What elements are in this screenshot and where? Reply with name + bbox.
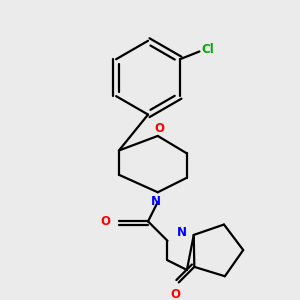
Text: N: N xyxy=(177,226,187,239)
Text: O: O xyxy=(155,122,165,135)
Text: N: N xyxy=(151,196,161,208)
Text: O: O xyxy=(100,215,110,228)
Text: Cl: Cl xyxy=(201,43,214,56)
Text: O: O xyxy=(170,288,180,300)
